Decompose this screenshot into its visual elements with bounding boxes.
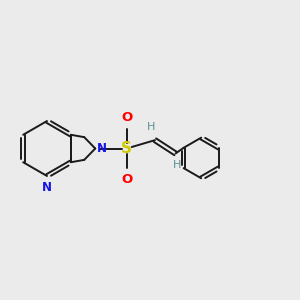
Text: S: S [121,141,132,156]
Text: H: H [173,160,181,170]
Text: O: O [121,173,132,186]
Text: H: H [147,122,156,132]
Text: N: N [97,142,106,155]
Text: N: N [42,181,52,194]
Text: O: O [121,111,132,124]
